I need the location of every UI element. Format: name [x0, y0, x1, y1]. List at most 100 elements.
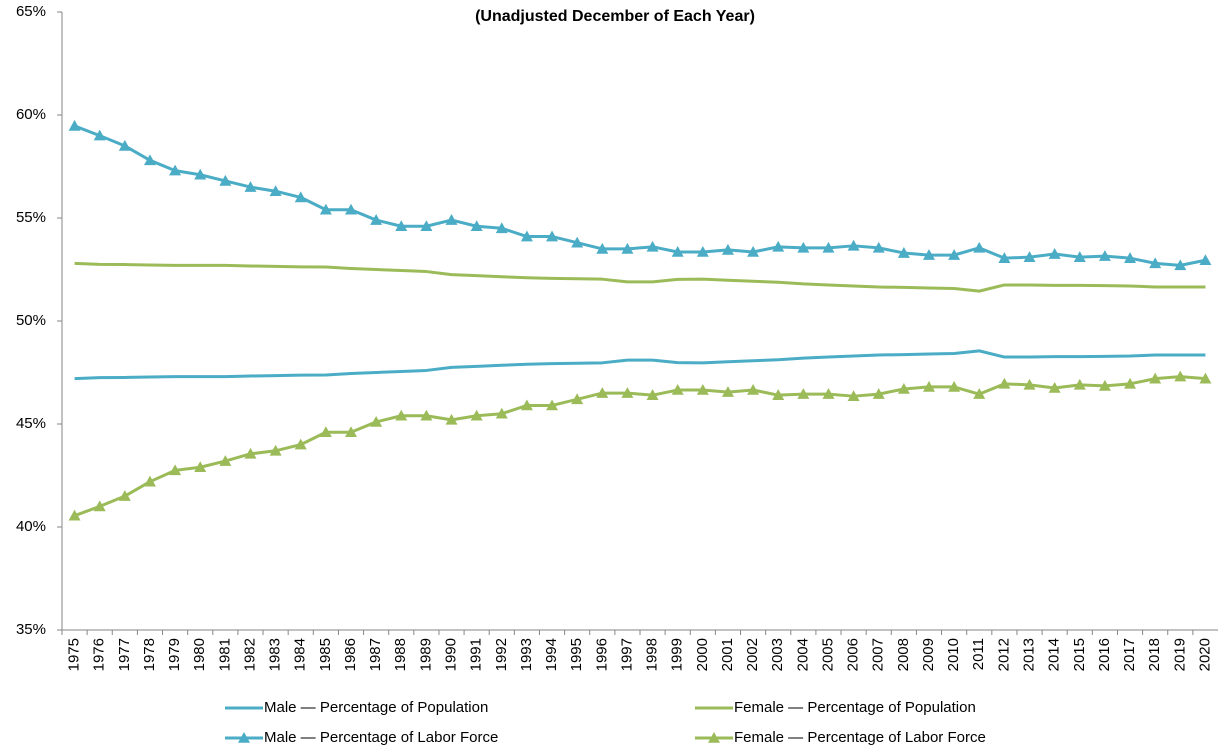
point-marker [269, 185, 282, 197]
point-marker [194, 461, 207, 473]
x-tick-label: 1985 [317, 638, 334, 671]
point-marker [822, 241, 835, 253]
point-marker [93, 500, 106, 512]
point-marker [1098, 250, 1111, 261]
point-marker [118, 139, 131, 151]
point-marker [219, 174, 232, 186]
point-marker [973, 388, 986, 399]
point-marker [345, 203, 357, 215]
point-marker [973, 241, 986, 253]
point-marker [571, 393, 584, 405]
x-tick-label: 2011 [970, 638, 987, 670]
legend-marker [238, 732, 250, 743]
x-tick-label: 2020 [1196, 638, 1213, 671]
legend-label: Female — Percentage of Population [734, 699, 976, 716]
point-marker [747, 384, 760, 395]
x-tick-label: 2007 [870, 638, 887, 671]
point-marker [923, 249, 935, 260]
x-tick-label: 1978 [141, 638, 158, 671]
x-tick-label: 1994 [543, 638, 560, 671]
point-marker [671, 384, 684, 395]
x-tick-label: 1976 [91, 638, 108, 671]
point-marker [118, 490, 131, 501]
point-marker [847, 239, 860, 251]
point-marker [671, 245, 684, 257]
point-marker [772, 389, 785, 400]
x-tick-label: 1975 [66, 638, 83, 671]
point-marker [395, 220, 408, 232]
x-tick-label: 2006 [845, 638, 862, 671]
point-marker [872, 241, 885, 253]
point-marker [68, 509, 81, 521]
point-marker [747, 245, 760, 257]
point-marker [244, 181, 257, 192]
point-marker [169, 164, 182, 176]
x-tick-label: 1980 [191, 638, 208, 671]
point-marker [998, 252, 1011, 263]
point-marker [345, 426, 357, 438]
legend-label: Female — Percentage of Labor Force [734, 729, 986, 746]
point-marker [470, 409, 483, 421]
x-tick-label: 1981 [216, 638, 233, 671]
point-marker [1149, 372, 1162, 384]
point-marker [646, 240, 659, 252]
point-marker [370, 214, 383, 225]
legend-label: Male — Percentage of Labor Force [264, 729, 498, 746]
x-tick-label: 2014 [1046, 638, 1063, 671]
series-line [74, 375, 1206, 518]
point-marker [797, 241, 810, 253]
point-marker [294, 191, 307, 203]
point-marker [696, 245, 709, 257]
point-marker [143, 475, 156, 487]
legend-marker [708, 732, 720, 743]
point-marker [495, 222, 508, 234]
x-tick-label: 1998 [644, 638, 661, 671]
x-tick-label: 1979 [166, 638, 183, 671]
point-marker [495, 407, 508, 419]
point-marker [1098, 379, 1111, 391]
x-tick-label: 2008 [895, 638, 912, 671]
point-marker [269, 444, 282, 456]
x-tick-label: 2015 [1071, 638, 1088, 671]
point-marker [1199, 254, 1212, 266]
point-marker [721, 243, 734, 255]
x-tick-label: 2013 [1020, 638, 1037, 671]
point-marker [1199, 372, 1212, 384]
point-marker [1023, 251, 1036, 262]
x-tick-label: 2018 [1146, 638, 1163, 671]
x-tick-label: 1983 [267, 638, 284, 671]
point-marker [721, 386, 734, 397]
point-marker [445, 413, 458, 425]
point-marker [546, 230, 559, 242]
point-marker [1124, 252, 1137, 263]
x-tick-label: 2005 [819, 638, 836, 671]
series-line [74, 124, 1206, 267]
x-tick-label: 2000 [694, 638, 711, 671]
x-tick-label: 1993 [518, 638, 535, 671]
x-tick-label: 2001 [719, 638, 736, 671]
point-marker [646, 389, 659, 400]
point-marker [998, 377, 1011, 389]
point-marker [772, 240, 785, 252]
point-marker [520, 399, 533, 411]
point-marker [797, 388, 810, 399]
point-marker [1073, 251, 1086, 262]
x-tick-label: 1989 [417, 638, 434, 671]
point-marker [822, 388, 835, 399]
x-tick-label: 1982 [241, 638, 258, 671]
point-marker [194, 168, 207, 180]
y-tick-label: 45% [16, 415, 46, 432]
point-marker [319, 426, 332, 438]
x-tick-label: 2004 [794, 638, 811, 671]
point-marker [596, 387, 609, 398]
point-marker [520, 230, 533, 242]
point-marker [847, 390, 860, 401]
x-tick-label: 2010 [945, 638, 962, 671]
point-marker [546, 399, 559, 411]
point-marker [93, 129, 106, 141]
x-tick-label: 1992 [493, 638, 510, 671]
point-marker [571, 236, 584, 248]
point-marker [872, 388, 885, 399]
y-tick-label: 60% [16, 106, 46, 123]
point-marker [395, 409, 408, 421]
